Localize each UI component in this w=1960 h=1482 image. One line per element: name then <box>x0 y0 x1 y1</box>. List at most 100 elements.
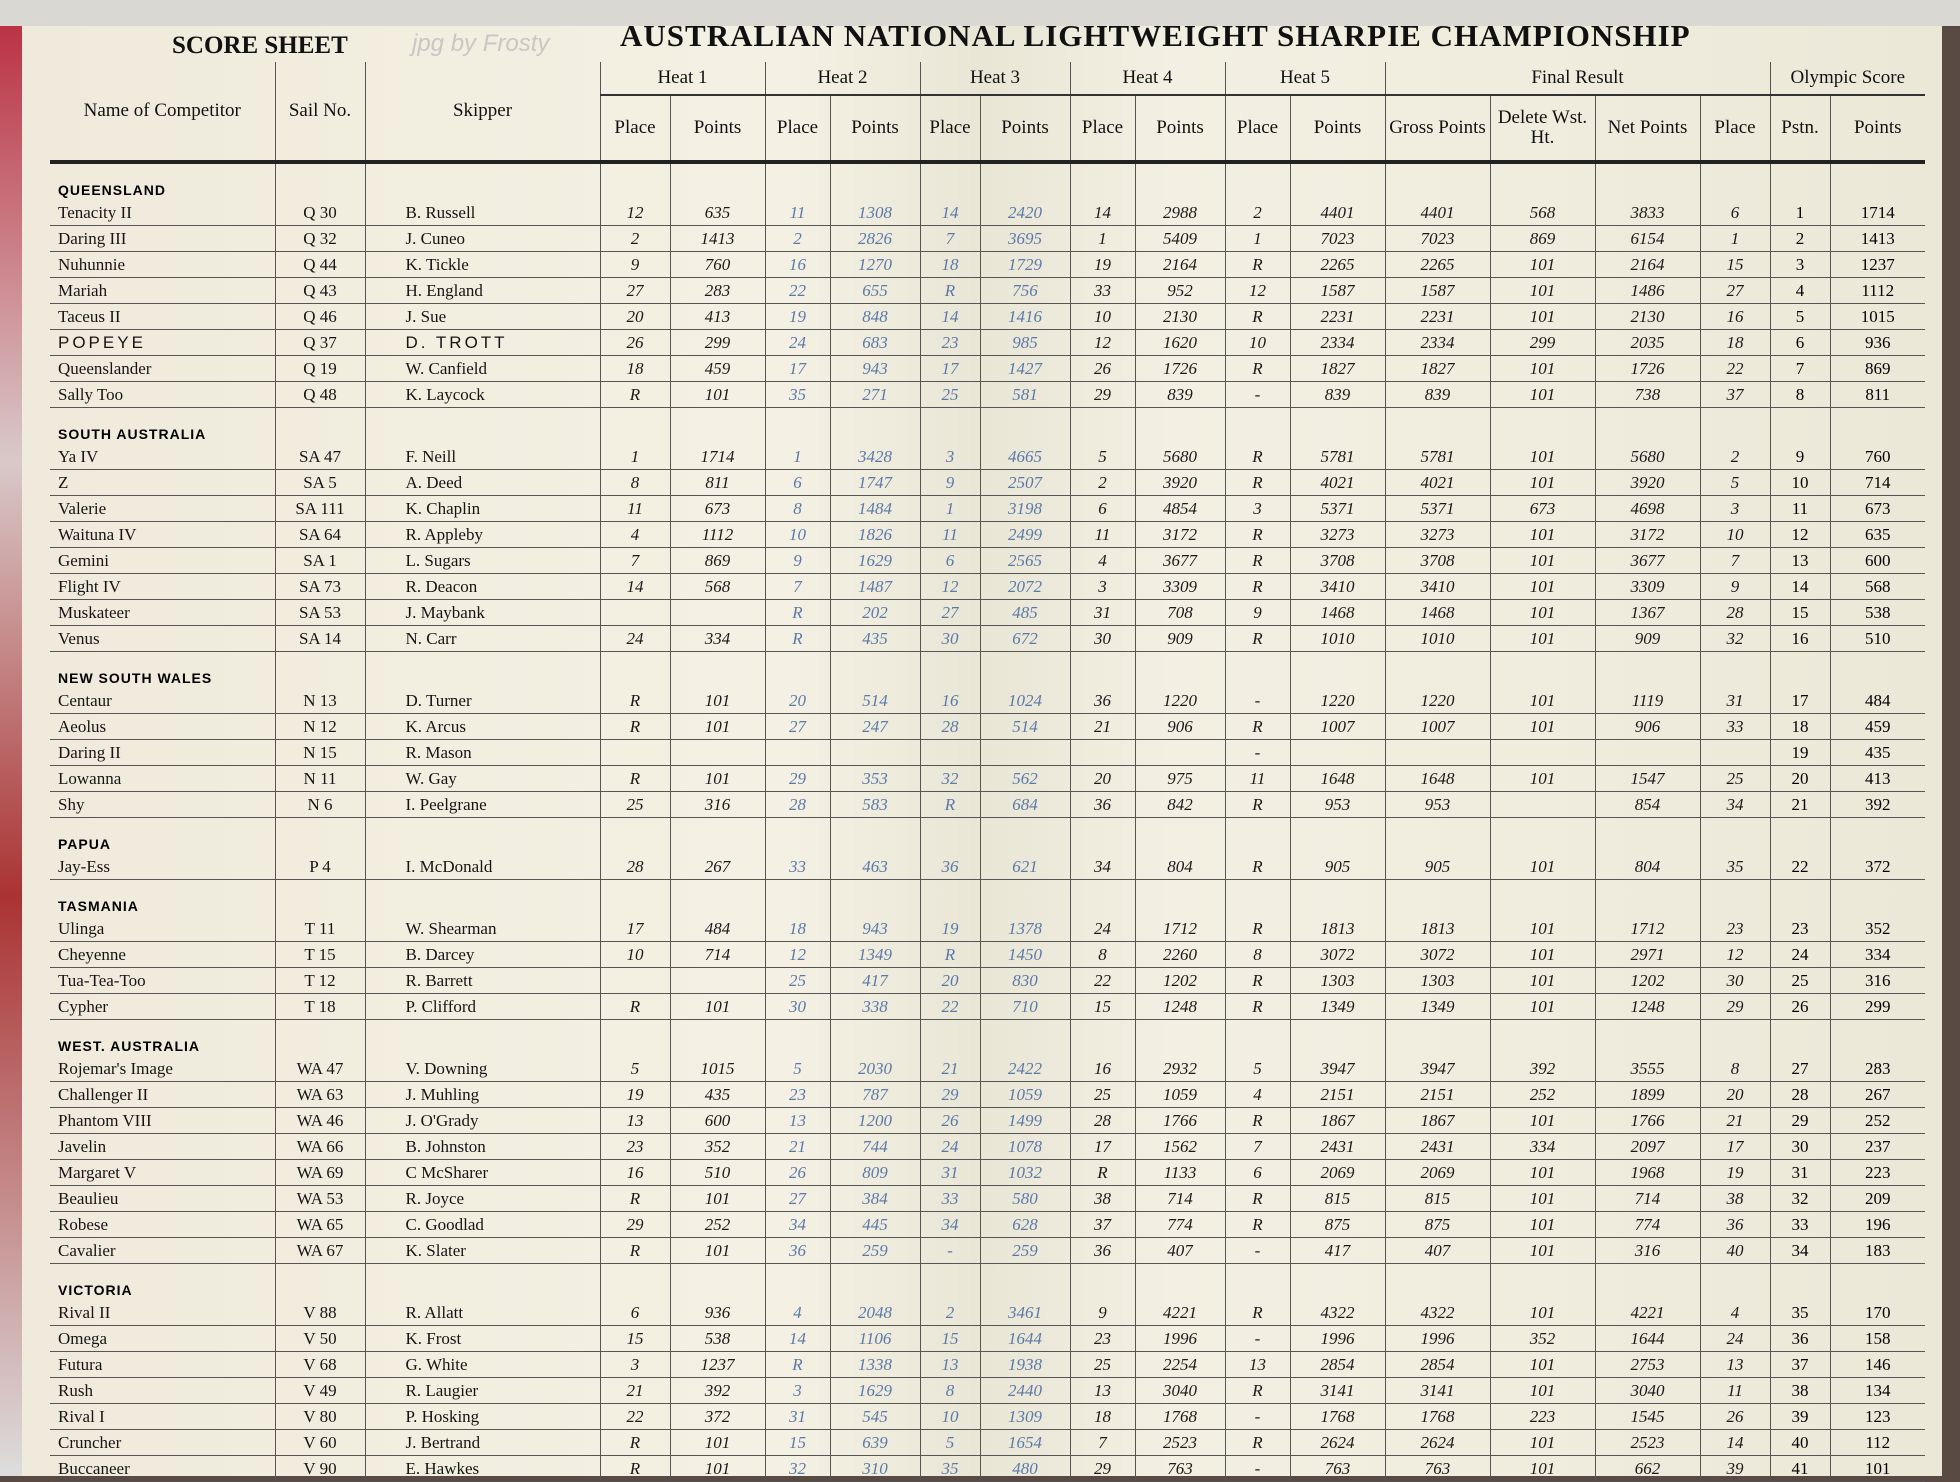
heat-4-points-cell: 2164 <box>1134 251 1225 278</box>
heat-5-place-cell: R <box>1224 713 1290 740</box>
olympic-points-cell: 673 <box>1829 495 1926 522</box>
sail-number-cell: WA 47 <box>274 1056 365 1082</box>
olympic-points-cell: 183 <box>1829 1237 1926 1264</box>
delete-worst-heat-cell: 101 <box>1489 1159 1595 1186</box>
heat-1-place-cell: 4 <box>599 521 670 548</box>
heat-5-place-cell: 12 <box>1224 277 1290 304</box>
heat-1-points-cell <box>669 599 765 626</box>
boat-name-cell: Javelin <box>50 1133 275 1160</box>
sail-number-cell: P 4 <box>274 854 365 880</box>
heat-2-points-cell: 1106 <box>829 1325 920 1352</box>
sail-number-cell: V 68 <box>274 1351 365 1378</box>
olympic-position-cell: 41 <box>1769 1455 1830 1482</box>
heat-4-place-cell: 17 <box>1069 1133 1135 1160</box>
sheet-label: SCORE SHEET <box>172 32 348 59</box>
heat-1-place-cell: 8 <box>599 469 670 496</box>
heat-2-place-cell: 2 <box>764 225 830 252</box>
empty-cell <box>1134 1263 1225 1300</box>
heat-5-header: Heat 5 <box>1224 62 1385 96</box>
heat-3-points-cell: 1450 <box>979 941 1070 968</box>
competitor-row: Venus SA 14 N. Carr 24 334 R 435 30 672 30 909 R 101… <box>50 625 1926 652</box>
heat-3-place-cell: 23 <box>919 329 980 356</box>
heat-4-place-cell: 29 <box>1069 1455 1135 1482</box>
heat-2-points-cell: 943 <box>829 355 920 382</box>
boat-name-cell: Robese <box>50 1211 275 1238</box>
empty-cell <box>1489 1263 1595 1300</box>
sail-number-cell: Q 19 <box>274 355 365 382</box>
heat-1-place-header: Place <box>599 95 670 164</box>
olympic-position-cell: 32 <box>1769 1185 1830 1212</box>
skipper-cell: A. Deed <box>364 469 600 496</box>
sail-number-cell: N 11 <box>274 765 365 792</box>
heat-2-place-cell: 4 <box>764 1300 830 1326</box>
heat-3-place-cell: 13 <box>919 1351 980 1378</box>
heat-1-place-cell: R <box>599 688 670 714</box>
olympic-points-cell: 1237 <box>1829 251 1926 278</box>
heat-2-place-cell: 22 <box>764 277 830 304</box>
delete-worst-heat-cell <box>1489 739 1595 766</box>
heat-2-points-cell: 2826 <box>829 225 920 252</box>
heat-5-points-cell: 3410 <box>1289 573 1385 600</box>
final-place-cell: 10 <box>1699 521 1770 548</box>
state-section-header: SOUTH AUSTRALIA <box>50 407 1926 444</box>
empty-cell <box>274 407 365 444</box>
empty-cell <box>669 1263 765 1300</box>
olympic-points-cell: 869 <box>1829 355 1926 382</box>
olympic-position-cell: 37 <box>1769 1351 1830 1378</box>
olympic-points-cell: 334 <box>1829 941 1926 968</box>
final-place-cell: 12 <box>1699 941 1770 968</box>
gross-points-cell: 3410 <box>1384 573 1490 600</box>
heat-1-place-cell: 19 <box>599 1081 670 1108</box>
olympic-points-cell: 538 <box>1829 599 1926 626</box>
net-points-cell: 1486 <box>1594 277 1700 304</box>
sail-number-cell: WA 66 <box>274 1133 365 1160</box>
heat-5-place-cell: 4 <box>1224 1081 1290 1108</box>
heat-2-place-cell: 21 <box>764 1133 830 1160</box>
delete-worst-heat-cell: 101 <box>1489 444 1595 470</box>
boat-name-cell: Valerie <box>50 495 275 522</box>
heat-1-place-cell <box>599 739 670 766</box>
delete-worst-heat-cell: 352 <box>1489 1325 1595 1352</box>
empty-cell <box>274 817 365 854</box>
final-place-cell: 23 <box>1699 916 1770 942</box>
heat-5-points-cell: 1996 <box>1289 1325 1385 1352</box>
heat-3-points-cell: 1032 <box>979 1159 1070 1186</box>
empty-cell <box>1134 651 1225 688</box>
heat-5-points-cell: 953 <box>1289 791 1385 818</box>
delete-worst-heat-cell: 101 <box>1489 1237 1595 1264</box>
empty-cell <box>1489 817 1595 854</box>
boat-name-cell: Challenger II <box>50 1081 275 1108</box>
empty-cell <box>919 1019 980 1056</box>
net-points-cell: 909 <box>1594 625 1700 652</box>
heat-5-place-cell: - <box>1224 739 1290 766</box>
heat-4-points-cell: 3309 <box>1134 573 1225 600</box>
heat-1-points-cell: 372 <box>669 1403 765 1430</box>
empty-cell <box>1069 407 1135 444</box>
delete-worst-heat-cell: 673 <box>1489 495 1595 522</box>
delete-worst-heat-cell: 101 <box>1489 251 1595 278</box>
heat-4-points-cell: 2254 <box>1134 1351 1225 1378</box>
competitor-row: Rojemar's Image WA 47 V. Downing 5 1015 5 2030… <box>50 1056 1926 1082</box>
empty-cell <box>1384 879 1490 916</box>
gross-points-cell: 1867 <box>1384 1107 1490 1134</box>
boat-name-cell: Daring III <box>50 225 275 252</box>
gross-points-cell: 1813 <box>1384 916 1490 942</box>
olympic-position-cell: 39 <box>1769 1403 1830 1430</box>
net-points-cell: 854 <box>1594 791 1700 818</box>
heat-1-points-cell: 413 <box>669 303 765 330</box>
heat-2-points-cell: 445 <box>829 1211 920 1238</box>
empty-cell <box>1769 651 1830 688</box>
state-name: TASMANIA <box>58 898 139 914</box>
heat-3-place-cell: 7 <box>919 225 980 252</box>
boat-name-cell: Daring II <box>50 739 275 766</box>
heat-1-place-cell: R <box>599 1455 670 1482</box>
skipper-cell: D. Turner <box>364 688 600 714</box>
sail-number-cell: SA 111 <box>274 495 365 522</box>
skipper-cell: K. Arcus <box>364 713 600 740</box>
heat-2-place-cell: 19 <box>764 303 830 330</box>
sail-number-cell: WA 69 <box>274 1159 365 1186</box>
delete-worst-heat-cell: 252 <box>1489 1081 1595 1108</box>
empty-cell <box>1699 817 1770 854</box>
delete-worst-heat-cell: 101 <box>1489 1377 1595 1404</box>
empty-cell <box>1699 407 1770 444</box>
